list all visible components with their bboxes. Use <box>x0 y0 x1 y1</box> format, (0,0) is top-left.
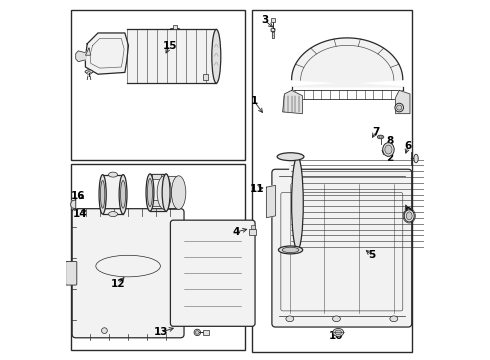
Polygon shape <box>126 30 216 83</box>
Text: 9: 9 <box>405 207 412 217</box>
Polygon shape <box>85 33 128 74</box>
Ellipse shape <box>99 175 106 214</box>
Text: 6: 6 <box>405 141 412 151</box>
Ellipse shape <box>333 316 341 321</box>
Bar <box>252 10 412 352</box>
Bar <box>251 225 255 229</box>
Ellipse shape <box>147 179 152 207</box>
Text: 12: 12 <box>110 279 125 289</box>
Text: 10: 10 <box>329 331 343 341</box>
Ellipse shape <box>109 172 118 177</box>
Text: 7: 7 <box>372 127 380 136</box>
Text: 5: 5 <box>368 250 376 260</box>
Ellipse shape <box>383 143 394 156</box>
Ellipse shape <box>212 30 221 83</box>
Bar <box>272 31 274 38</box>
Ellipse shape <box>87 72 91 75</box>
Text: 16: 16 <box>71 191 85 201</box>
Bar <box>203 329 210 335</box>
Ellipse shape <box>406 212 412 220</box>
Ellipse shape <box>335 330 342 335</box>
Bar <box>152 201 161 206</box>
Text: 1: 1 <box>250 96 258 106</box>
Ellipse shape <box>404 210 414 222</box>
Ellipse shape <box>379 136 382 138</box>
Polygon shape <box>395 90 410 114</box>
Ellipse shape <box>414 154 418 163</box>
Ellipse shape <box>109 212 118 217</box>
Ellipse shape <box>85 70 93 73</box>
Bar <box>152 174 161 179</box>
Bar <box>203 74 208 80</box>
Bar <box>71 164 245 350</box>
Bar <box>249 229 256 235</box>
FancyBboxPatch shape <box>72 209 184 338</box>
Bar <box>71 10 245 160</box>
Polygon shape <box>271 28 275 32</box>
Ellipse shape <box>194 329 200 336</box>
Bar <box>271 18 275 22</box>
Text: 15: 15 <box>163 41 177 50</box>
Ellipse shape <box>196 330 199 334</box>
Polygon shape <box>71 200 76 209</box>
Ellipse shape <box>119 175 127 214</box>
Text: 2: 2 <box>387 153 394 163</box>
Polygon shape <box>283 90 302 114</box>
Ellipse shape <box>282 247 299 253</box>
Text: 13: 13 <box>153 327 168 337</box>
Circle shape <box>397 105 402 110</box>
Ellipse shape <box>333 328 343 336</box>
FancyBboxPatch shape <box>272 169 412 327</box>
Ellipse shape <box>162 174 170 211</box>
Bar <box>173 25 177 30</box>
Polygon shape <box>102 175 123 214</box>
FancyBboxPatch shape <box>171 220 255 326</box>
FancyBboxPatch shape <box>66 261 77 285</box>
Ellipse shape <box>121 180 125 208</box>
Text: 8: 8 <box>387 136 394 145</box>
Ellipse shape <box>172 176 186 209</box>
Polygon shape <box>164 176 179 209</box>
Polygon shape <box>76 51 85 62</box>
Ellipse shape <box>101 328 107 333</box>
Ellipse shape <box>292 157 303 250</box>
Ellipse shape <box>286 316 294 321</box>
Polygon shape <box>150 174 166 211</box>
Polygon shape <box>290 157 297 250</box>
Ellipse shape <box>157 176 171 209</box>
Polygon shape <box>267 185 275 218</box>
Ellipse shape <box>146 174 154 211</box>
Circle shape <box>395 103 403 112</box>
Polygon shape <box>292 38 403 87</box>
Ellipse shape <box>377 135 384 139</box>
Ellipse shape <box>390 316 398 321</box>
Ellipse shape <box>100 180 105 208</box>
Ellipse shape <box>277 153 304 161</box>
Ellipse shape <box>385 145 392 154</box>
Text: 14: 14 <box>73 209 87 219</box>
Ellipse shape <box>278 246 303 254</box>
Polygon shape <box>85 48 91 55</box>
Text: 11: 11 <box>250 184 265 194</box>
Text: 4: 4 <box>232 227 240 237</box>
Text: 3: 3 <box>261 15 269 26</box>
